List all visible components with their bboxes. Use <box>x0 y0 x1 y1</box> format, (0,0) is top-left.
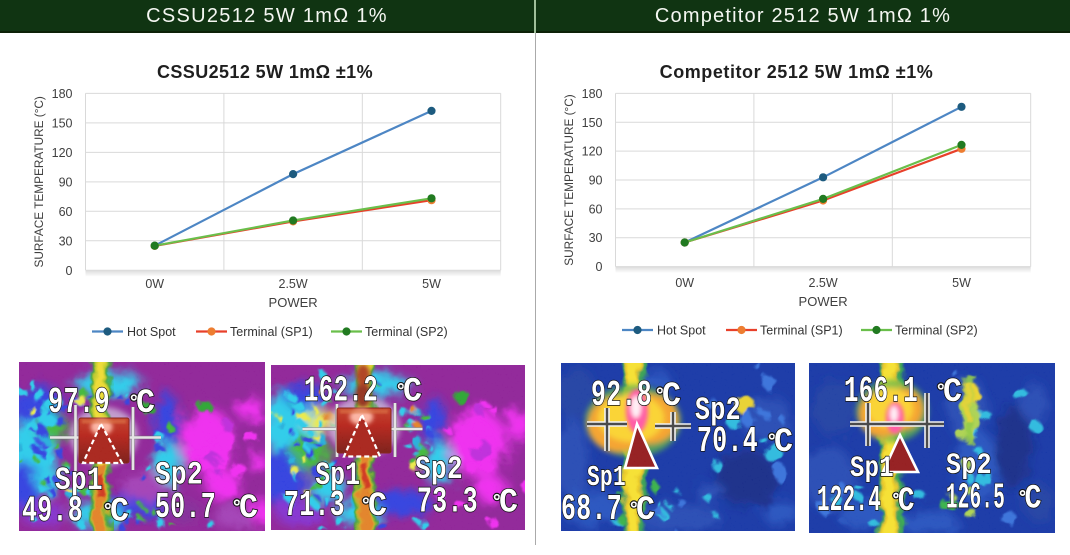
svg-text:Terminal (SP1): Terminal (SP1) <box>760 323 843 337</box>
svg-text:SURFACE TEMPERATURE (°C): SURFACE TEMPERATURE (°C) <box>562 94 576 265</box>
svg-text:Sp2: Sp2 <box>155 457 203 494</box>
svg-text:0W: 0W <box>145 277 164 291</box>
svg-text:180: 180 <box>52 87 73 101</box>
svg-text:Sp1: Sp1 <box>55 462 103 499</box>
svg-text:C: C <box>943 374 962 412</box>
svg-text:Terminal (SP1): Terminal (SP1) <box>230 325 313 339</box>
svg-text:120: 120 <box>582 145 603 159</box>
svg-text:C: C <box>774 424 793 462</box>
svg-text:90: 90 <box>589 174 603 188</box>
svg-text:120: 120 <box>52 146 73 160</box>
svg-text:Hot Spot: Hot Spot <box>127 325 176 339</box>
svg-text:Sp1: Sp1 <box>315 457 360 494</box>
svg-text:71.3: 71.3 <box>284 485 345 526</box>
svg-text:SURFACE TEMPERATURE (°C): SURFACE TEMPERATURE (°C) <box>32 96 46 267</box>
svg-text:122.4: 122.4 <box>817 480 881 521</box>
svg-text:Sp2: Sp2 <box>695 392 741 429</box>
svg-text:C: C <box>110 494 129 532</box>
svg-text:150: 150 <box>52 116 73 130</box>
svg-text:60: 60 <box>59 205 73 219</box>
svg-text:0: 0 <box>66 264 73 278</box>
svg-text:POWER: POWER <box>799 294 848 309</box>
svg-text:Sp1: Sp1 <box>850 452 894 486</box>
svg-text:180: 180 <box>582 87 603 101</box>
svg-text:C: C <box>136 385 155 423</box>
svg-text:CSSU2512 5W 1mΩ ±1%: CSSU2512 5W 1mΩ ±1% <box>157 62 373 82</box>
svg-text:30: 30 <box>589 231 603 245</box>
svg-text:2.5W: 2.5W <box>809 276 838 290</box>
svg-text:Terminal (SP2): Terminal (SP2) <box>895 323 978 337</box>
svg-text:C: C <box>499 485 518 523</box>
svg-text:126.5: 126.5 <box>946 478 1005 519</box>
svg-text:90: 90 <box>59 175 73 189</box>
svg-text:0: 0 <box>596 260 603 274</box>
svg-text:Sp2: Sp2 <box>946 449 992 483</box>
svg-text:30: 30 <box>59 234 73 248</box>
svg-text:Competitor 2512 5W 1mΩ ±1%: Competitor 2512 5W 1mΩ ±1% <box>660 62 934 82</box>
svg-text:2.5W: 2.5W <box>279 277 308 291</box>
svg-text:C: C <box>403 374 422 412</box>
svg-text:C: C <box>1025 481 1042 519</box>
svg-text:92.8: 92.8 <box>591 375 652 416</box>
svg-text:Sp1: Sp1 <box>587 461 626 494</box>
svg-text:5W: 5W <box>422 277 441 291</box>
svg-text:68.7: 68.7 <box>561 489 622 530</box>
svg-text:C: C <box>662 378 681 416</box>
svg-text:0W: 0W <box>675 276 694 290</box>
svg-text:C: C <box>239 490 258 528</box>
svg-text:166.1: 166.1 <box>844 371 918 412</box>
svg-text:49.8: 49.8 <box>22 491 83 532</box>
svg-text:50.7: 50.7 <box>155 487 216 528</box>
svg-text:73.3: 73.3 <box>417 482 478 523</box>
svg-text:60: 60 <box>589 202 603 216</box>
svg-text:C: C <box>368 488 387 526</box>
svg-text:Hot Spot: Hot Spot <box>657 323 706 337</box>
svg-text:POWER: POWER <box>269 295 318 310</box>
svg-text:70.4: 70.4 <box>697 421 758 462</box>
svg-text:97.9: 97.9 <box>48 382 110 423</box>
svg-text:Terminal (SP2): Terminal (SP2) <box>365 325 448 339</box>
svg-text:150: 150 <box>582 116 603 130</box>
svg-text:C: C <box>636 492 655 530</box>
svg-text:C: C <box>898 483 915 521</box>
svg-text:Sp2: Sp2 <box>415 451 463 488</box>
svg-text:5W: 5W <box>952 276 971 290</box>
svg-text:162.2: 162.2 <box>304 371 378 412</box>
